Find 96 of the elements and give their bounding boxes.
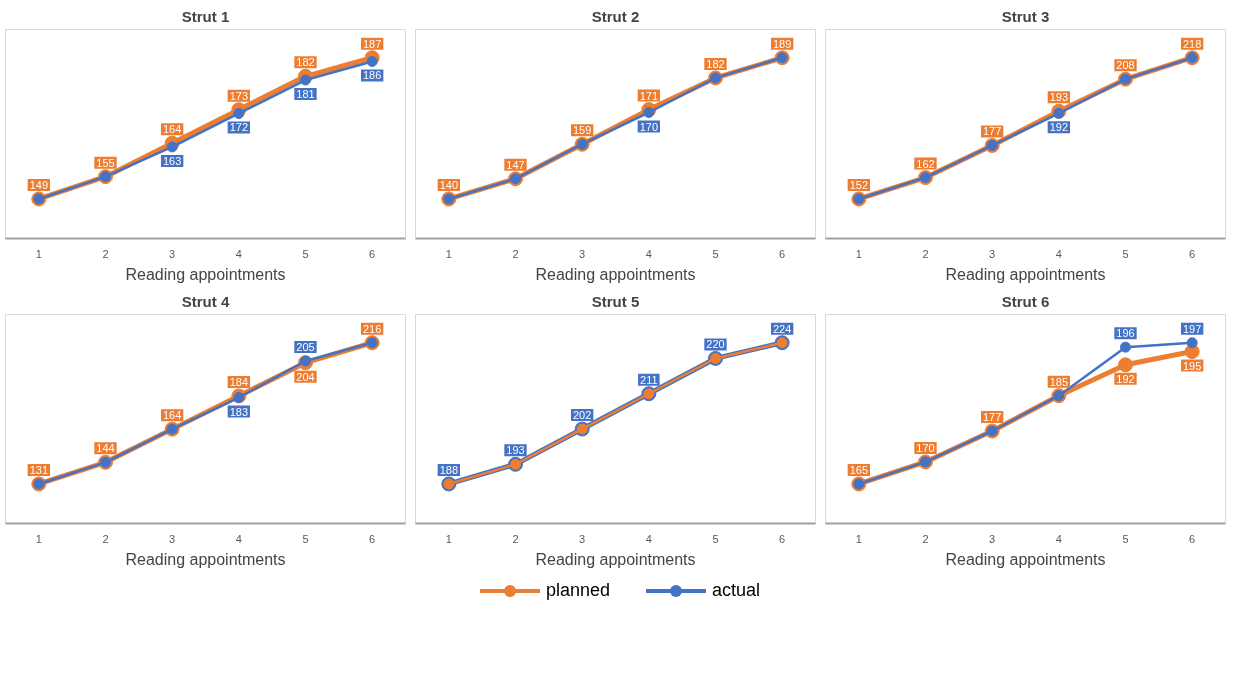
x-tick-label: 5 bbox=[1122, 532, 1129, 545]
x-tick-label: 3 bbox=[579, 247, 586, 260]
data-label: 164 bbox=[162, 123, 182, 136]
x-tick-label: 4 bbox=[1055, 532, 1062, 545]
x-tick-label: 1 bbox=[855, 532, 862, 545]
data-label: 182 bbox=[706, 57, 725, 70]
x-tick-label: 6 bbox=[369, 532, 376, 545]
x-tick-label: 4 bbox=[235, 247, 242, 260]
data-label: 186 bbox=[362, 69, 382, 82]
data-label: 218 bbox=[1182, 37, 1202, 50]
x-tick-label: 1 bbox=[35, 532, 42, 545]
x-axis-title: Reading appointments bbox=[945, 265, 1106, 283]
data-label: 193 bbox=[506, 444, 525, 457]
data-label: 165 bbox=[849, 463, 869, 476]
data-label: 149 bbox=[29, 178, 49, 191]
chart-title: Strut 2 bbox=[591, 7, 640, 25]
x-tick-label: 6 bbox=[1189, 532, 1196, 545]
chart-title: Strut 5 bbox=[591, 292, 640, 310]
data-label: 155 bbox=[96, 156, 115, 169]
data-label: 159 bbox=[572, 124, 592, 137]
data-label: 202 bbox=[572, 409, 592, 422]
x-tick-label: 2 bbox=[922, 532, 929, 545]
x-tick-label: 6 bbox=[779, 532, 786, 545]
x-axis-title: Reading appointments bbox=[535, 265, 696, 283]
data-label: 196 bbox=[1116, 327, 1135, 340]
data-label: 177 bbox=[982, 125, 1002, 138]
data-label: 204 bbox=[296, 370, 315, 383]
data-label: 197 bbox=[1182, 322, 1202, 335]
data-label: 205 bbox=[296, 341, 315, 354]
x-axis-title: Reading appointments bbox=[535, 550, 696, 568]
data-label: 140 bbox=[439, 178, 459, 191]
data-label: 152 bbox=[849, 178, 869, 191]
x-tick-label: 1 bbox=[445, 532, 452, 545]
data-label: 216 bbox=[362, 322, 382, 335]
x-tick-label: 5 bbox=[712, 247, 719, 260]
data-label: 189 bbox=[772, 37, 792, 50]
x-tick-label: 2 bbox=[512, 532, 519, 545]
x-tick-label: 1 bbox=[855, 247, 862, 260]
x-tick-label: 1 bbox=[35, 247, 42, 260]
data-label: 172 bbox=[229, 121, 249, 134]
data-label: 224 bbox=[772, 322, 792, 335]
x-tick-label: 6 bbox=[1189, 247, 1196, 260]
data-label: 131 bbox=[29, 463, 49, 476]
data-label: 220 bbox=[706, 338, 725, 351]
data-label: 171 bbox=[639, 89, 659, 102]
data-label: 170 bbox=[639, 120, 659, 133]
x-tick-label: 6 bbox=[369, 247, 376, 260]
x-tick-label: 2 bbox=[102, 247, 109, 260]
data-label: 208 bbox=[1116, 59, 1135, 72]
x-tick-label: 5 bbox=[1122, 247, 1129, 260]
x-tick-label: 3 bbox=[579, 532, 586, 545]
x-tick-label: 3 bbox=[169, 247, 176, 260]
data-label: 147 bbox=[506, 158, 525, 171]
data-label: 173 bbox=[229, 89, 249, 102]
data-label: 182 bbox=[296, 56, 315, 69]
x-tick-label: 1 bbox=[445, 247, 452, 260]
data-label: 181 bbox=[296, 88, 315, 101]
x-tick-label: 4 bbox=[235, 532, 242, 545]
x-tick-label: 3 bbox=[989, 532, 996, 545]
data-label: 211 bbox=[640, 373, 658, 386]
data-label: 177 bbox=[982, 411, 1002, 423]
chart-title: Strut 6 bbox=[1001, 292, 1050, 310]
legend-label: actual bbox=[712, 579, 761, 603]
x-tick-label: 4 bbox=[645, 532, 652, 545]
x-tick-label: 2 bbox=[922, 247, 929, 260]
data-label: 170 bbox=[916, 441, 935, 454]
x-axis-title: Reading appointments bbox=[945, 550, 1106, 568]
chart-title: Strut 4 bbox=[181, 292, 230, 310]
data-label: 144 bbox=[96, 442, 115, 455]
x-axis-title: Reading appointments bbox=[125, 265, 286, 283]
data-label: 162 bbox=[916, 157, 935, 170]
x-axis-title: Reading appointments bbox=[125, 550, 286, 568]
data-label: 183 bbox=[229, 405, 249, 418]
x-tick-label: 6 bbox=[779, 247, 786, 260]
x-tick-label: 2 bbox=[512, 247, 519, 260]
x-tick-label: 2 bbox=[102, 532, 109, 545]
data-label: 164 bbox=[162, 409, 182, 422]
data-label: 184 bbox=[229, 375, 249, 388]
data-label: 193 bbox=[1049, 91, 1069, 104]
x-tick-label: 3 bbox=[989, 247, 996, 260]
chart-title: Strut 3 bbox=[1001, 7, 1050, 25]
x-tick-label: 4 bbox=[1055, 247, 1062, 260]
legend-label: planned bbox=[545, 579, 611, 603]
chart-title: Strut 1 bbox=[181, 7, 230, 25]
x-tick-label: 5 bbox=[712, 532, 719, 545]
x-tick-label: 4 bbox=[645, 247, 652, 260]
x-tick-label: 5 bbox=[302, 247, 309, 260]
data-label: 188 bbox=[439, 463, 459, 476]
data-label: 192 bbox=[1049, 121, 1069, 134]
data-label: 195 bbox=[1182, 359, 1202, 372]
data-label: 185 bbox=[1049, 375, 1069, 388]
data-label: 187 bbox=[362, 37, 382, 50]
data-label: 192 bbox=[1116, 372, 1135, 385]
x-tick-label: 5 bbox=[302, 532, 309, 545]
x-tick-label: 3 bbox=[169, 532, 176, 545]
data-label: 163 bbox=[162, 154, 182, 167]
